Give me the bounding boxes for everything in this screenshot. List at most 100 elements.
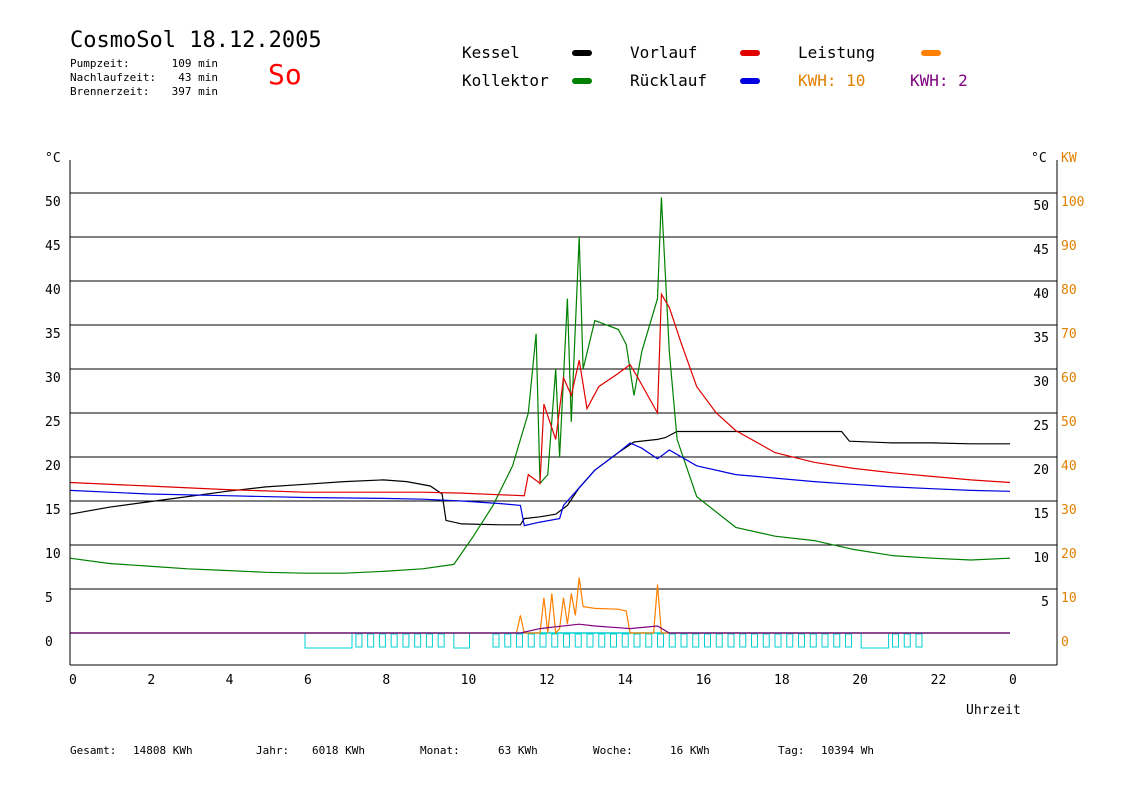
footer-monat-value: 63 KWh — [498, 744, 538, 757]
y-tick-label-power: 40 — [1061, 459, 1077, 474]
day-label: So — [268, 58, 302, 91]
legend-label-kwh1: KWH: 10 — [798, 71, 866, 90]
series-line-kwh-2 — [70, 623, 1010, 634]
legend-label-kessel: Kessel — [462, 43, 520, 62]
series-line-leistung — [70, 577, 1010, 635]
y-tick-label-right: 25 — [1033, 419, 1049, 434]
status-pulse — [586, 633, 594, 648]
status-pulse — [727, 633, 735, 648]
y-tick-label-left: 15 — [45, 503, 61, 518]
status-pulse — [915, 633, 923, 648]
status-pulse — [598, 633, 606, 648]
tick-labels: 0510152025303540455051015202530354045500… — [45, 151, 1084, 718]
footer-gesamt-value: 14808 KWh — [133, 744, 193, 757]
status-pulse — [762, 633, 770, 648]
y-tick-label-right: 40 — [1033, 287, 1049, 302]
status-pulse — [809, 633, 817, 648]
status-pulse — [704, 633, 711, 648]
y-tick-label-power: 10 — [1061, 591, 1077, 606]
footer-woche-value: 16 KWh — [670, 744, 710, 757]
status-pulse — [437, 633, 445, 648]
status-pulse — [645, 633, 653, 648]
status-pulse — [845, 633, 852, 648]
status-strip — [70, 632, 1010, 649]
status-pulse — [833, 633, 841, 648]
status-pulse — [504, 633, 512, 648]
legend-swatch-ruecklauf — [740, 78, 760, 84]
x-tick-label: 0 — [69, 673, 77, 688]
y-tick-label-left: 45 — [45, 239, 61, 254]
y-axis-unit-right: °C — [1031, 151, 1047, 166]
status-pulse — [903, 633, 911, 648]
status-pulse — [551, 633, 559, 648]
y-axis-unit-power: KW — [1061, 151, 1077, 166]
y-tick-label-power: 20 — [1061, 547, 1077, 562]
footer-tag-value: 10394 Wh — [821, 744, 874, 757]
series-line-vorlauf — [69, 292, 1011, 497]
status-pulse — [657, 633, 664, 648]
x-tick-label: 16 — [696, 673, 712, 688]
x-tick-label: 4 — [226, 673, 234, 688]
legend-swatch-leistung — [921, 50, 941, 56]
series-line-kollektor — [69, 197, 1011, 574]
y-tick-label-left: 35 — [45, 327, 61, 342]
status-pulse — [425, 633, 433, 648]
legend-label-leistung: Leistung — [798, 43, 876, 62]
status-box — [453, 632, 471, 649]
status-pulse — [367, 633, 375, 648]
y-tick-label-power: 90 — [1061, 239, 1077, 254]
status-pulse — [414, 633, 422, 648]
y-tick-label-power: 80 — [1061, 283, 1077, 298]
y-tick-label-power: 0 — [1061, 635, 1069, 650]
legend-label-vorlauf: Vorlauf — [630, 43, 698, 62]
axes — [69, 160, 1058, 666]
y-tick-label-right: 30 — [1033, 375, 1049, 390]
status-pulse — [390, 633, 398, 648]
y-tick-label-left: 5 — [45, 591, 53, 606]
status-pulse — [378, 633, 386, 648]
status-pulse — [621, 633, 629, 648]
legend-label-ruecklauf: Rücklauf — [630, 71, 708, 90]
status-pulse — [355, 633, 363, 648]
status-pulse — [402, 633, 410, 648]
y-axis-unit-left: °C — [45, 151, 61, 166]
status-pulse — [539, 633, 547, 648]
x-tick-label: 10 — [461, 673, 477, 688]
status-pulse — [739, 633, 747, 648]
y-tick-label-right: 20 — [1033, 463, 1049, 478]
status-pulse — [680, 633, 688, 648]
x-tick-label: 14 — [617, 673, 633, 688]
stat-label-pumpzeit: Pumpzeit: — [70, 57, 130, 70]
x-tick-label: 22 — [931, 673, 947, 688]
status-pulse — [633, 633, 641, 648]
footer-monat-label: Monat: — [420, 744, 460, 757]
stat-value-nachlaufzeit: 43 min — [178, 71, 218, 84]
status-box — [304, 632, 353, 649]
footer-woche-label: Woche: — [593, 744, 633, 757]
status-pulse — [527, 633, 535, 648]
status-pulse — [492, 633, 500, 648]
y-tick-label-right: 15 — [1033, 507, 1049, 522]
status-pulse — [610, 633, 617, 648]
status-pulse — [892, 633, 899, 648]
x-tick-label: 12 — [539, 673, 555, 688]
legend-swatch-kessel — [572, 50, 592, 56]
y-tick-label-left: 30 — [45, 371, 61, 386]
legend-label-kollektor: Kollektor — [462, 71, 549, 90]
status-pulse — [563, 633, 570, 648]
y-tick-label-power: 30 — [1061, 503, 1077, 518]
status-pulse — [516, 633, 523, 648]
y-tick-label-left: 0 — [45, 635, 53, 650]
x-tick-label: 0 — [1009, 673, 1017, 688]
y-tick-label-right: 35 — [1033, 331, 1049, 346]
y-tick-label-left: 10 — [45, 547, 61, 562]
y-tick-label-power: 70 — [1061, 327, 1077, 342]
y-tick-label-left: 40 — [45, 283, 61, 298]
stat-label-nachlaufzeit: Nachlaufzeit: — [70, 71, 157, 84]
series-lines — [69, 197, 1011, 635]
x-tick-label: 6 — [304, 673, 312, 688]
stat-label-brennerzeit: Brennerzeit: — [70, 85, 150, 98]
footer-gesamt-label: Gesamt: — [70, 744, 117, 757]
y-tick-label-right: 10 — [1033, 551, 1049, 566]
